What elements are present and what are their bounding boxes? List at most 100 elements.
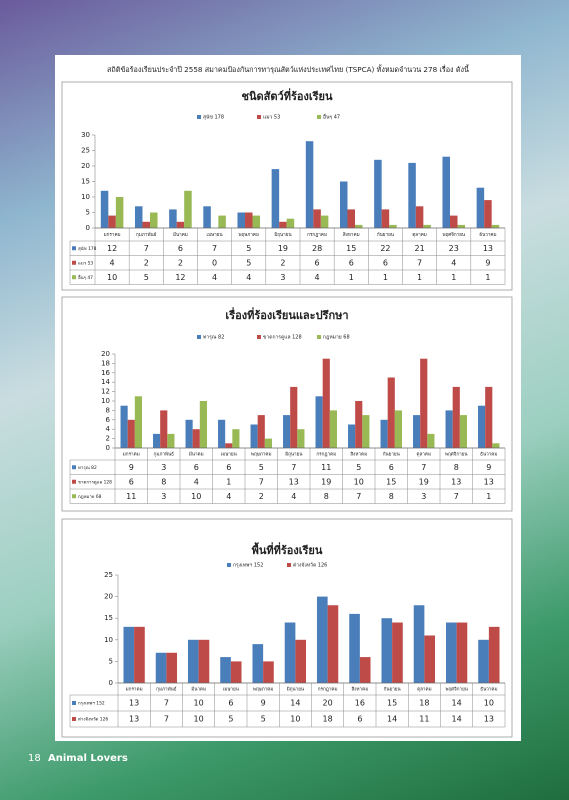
bar	[374, 159, 382, 228]
bar	[160, 410, 168, 448]
bar	[295, 639, 307, 683]
value-label: 8	[454, 463, 459, 472]
category-label: มีนาคม	[189, 451, 204, 458]
bar	[491, 224, 500, 228]
value-label: 8	[161, 477, 166, 486]
bar	[198, 639, 210, 683]
category-label: พฤศจิกายน	[445, 687, 468, 693]
value-label: 5	[356, 463, 361, 472]
value-label: 2	[280, 258, 285, 267]
value-label: 15	[387, 699, 397, 708]
category-label: มีนาคม	[191, 686, 206, 693]
value-label: 10	[290, 715, 300, 724]
value-label: 6	[383, 258, 388, 267]
value-label: 3	[161, 463, 166, 472]
value-label: 1	[349, 273, 354, 282]
bar	[167, 433, 175, 448]
y-tick-label: 20	[101, 350, 110, 358]
category-label: มีนาคม	[173, 231, 188, 238]
bar	[283, 415, 291, 448]
row-swatch	[72, 465, 76, 470]
bar	[187, 639, 199, 683]
category-label: สิงหาคม	[343, 232, 360, 238]
y-tick-label: 10	[101, 397, 110, 405]
value-label: 10	[354, 477, 364, 486]
bar	[185, 419, 193, 448]
legend-swatch	[287, 563, 291, 567]
y-tick-label: 20	[81, 162, 90, 170]
row-swatch	[72, 260, 76, 265]
chart-title: เรื่องที่ร้องเรียนและปรึกษา	[225, 307, 348, 322]
category-label: มกราคม	[126, 687, 143, 693]
category-label: กันยายน	[384, 686, 402, 693]
value-label: 9	[129, 463, 134, 472]
bar	[313, 209, 321, 228]
value-label: 5	[259, 463, 264, 472]
value-label: 5	[144, 273, 149, 282]
bar	[449, 215, 458, 228]
y-tick-label: 18	[101, 359, 110, 367]
bar	[457, 224, 466, 228]
bar	[355, 401, 363, 448]
value-label: 13	[129, 715, 139, 724]
bar	[220, 657, 231, 683]
y-tick-label: 12	[101, 388, 110, 396]
category-label: มกราคม	[104, 232, 121, 238]
value-label: 1	[417, 273, 422, 282]
row-swatch	[72, 479, 76, 484]
value-label: 23	[449, 244, 459, 253]
value-label: 18	[323, 715, 333, 724]
bar	[488, 626, 500, 683]
bar	[427, 433, 435, 448]
row-swatch	[72, 275, 76, 280]
value-label: 5	[246, 244, 251, 253]
bar	[153, 433, 161, 448]
bar	[264, 438, 272, 448]
value-label: 9	[261, 699, 266, 708]
value-label: 16	[355, 699, 365, 708]
y-tick-label: 0	[106, 444, 110, 452]
value-label: 7	[259, 477, 264, 486]
bar	[327, 605, 339, 683]
legend-label: ทารุณ 82	[203, 335, 224, 341]
value-label: 3	[161, 492, 166, 501]
category-label: เมษายน	[207, 233, 224, 238]
bar	[442, 156, 450, 228]
value-label: 13	[451, 477, 461, 486]
category-label: เมษายน	[223, 688, 240, 693]
bar	[392, 622, 403, 683]
bar	[349, 613, 360, 683]
category-label: มิถุนายน	[285, 452, 303, 458]
value-label: 3	[280, 273, 285, 282]
y-tick-label: 20	[104, 593, 113, 601]
value-label: 1	[486, 492, 491, 501]
value-label: 13	[129, 699, 139, 708]
value-label: 7	[421, 463, 426, 472]
bar	[381, 209, 390, 228]
category-label: กุมภาพันธ์	[154, 451, 175, 458]
category-label: พฤษภาคม	[253, 687, 274, 693]
value-label: 11	[126, 492, 136, 501]
value-label: 7	[417, 258, 422, 267]
bar	[286, 218, 295, 228]
value-label: 10	[194, 699, 204, 708]
bar	[166, 652, 178, 683]
bar	[320, 215, 329, 228]
bar	[381, 618, 393, 683]
bar	[423, 224, 431, 228]
y-tick-label: 25	[81, 147, 90, 155]
category-label: พฤศจิกายน	[442, 232, 465, 238]
row-label: กรุงเทพฯ 152	[78, 701, 105, 707]
value-label: 7	[291, 463, 296, 472]
value-label: 12	[175, 273, 185, 282]
legend-swatch	[227, 563, 231, 567]
value-label: 3	[421, 492, 426, 501]
bar	[142, 221, 151, 228]
bar	[459, 415, 467, 448]
y-tick-label: 15	[104, 614, 113, 622]
y-tick-label: 15	[81, 178, 90, 186]
page-title: สถิติข้อร้องเรียนประจำปี 2558 สมาคมป้องก…	[107, 64, 470, 74]
value-label: 7	[144, 244, 149, 253]
category-label: กุมภาพันธ์	[136, 231, 157, 238]
